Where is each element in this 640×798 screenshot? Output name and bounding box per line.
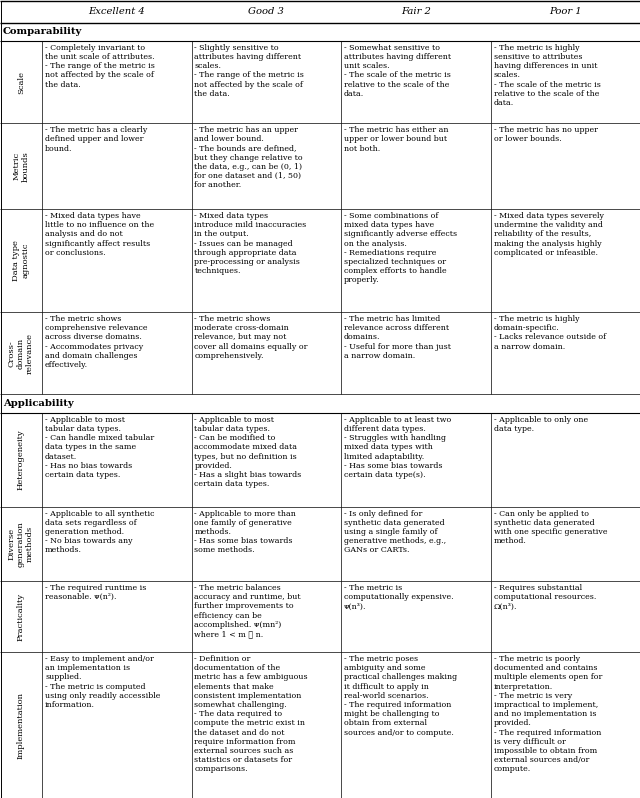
Text: - Somewhat sensitive to
attributes having different
unit scales.
- The scale of : - Somewhat sensitive to attributes havin…: [344, 44, 451, 98]
Text: - Mixed data types
introduce mild inaccuracies
in the output.
- Issues can be ma: - Mixed data types introduce mild inaccu…: [195, 212, 307, 275]
Text: - The metric shows
comprehensive relevance
across diverse domains.
- Accommodate: - The metric shows comprehensive relevan…: [45, 315, 147, 369]
Text: Diverse
generation
methods: Diverse generation methods: [8, 521, 34, 567]
Text: - The metric poses
ambiguity and some
practical challenges making
it difficult t: - The metric poses ambiguity and some pr…: [344, 655, 457, 737]
Text: - Definition or
documentation of the
metric has a few ambiguous
elements that ma: - Definition or documentation of the met…: [195, 655, 308, 773]
Text: - Requires substantial
computational resources.
Ω(n³).: - Requires substantial computational res…: [493, 584, 596, 610]
Text: - The metric has an upper
and lower bound.
- The bounds are defined,
but they ch: - The metric has an upper and lower boun…: [195, 126, 303, 189]
Text: Practicality: Practicality: [17, 592, 25, 641]
Text: - Applicable to most
tabular data types.
- Can be modified to
accommodate mixed : - Applicable to most tabular data types.…: [195, 416, 301, 488]
Text: - Mixed data types severely
undermine the validity and
reliability of the result: - Mixed data types severely undermine th…: [493, 212, 604, 257]
Text: - Slightly sensitive to
attributes having different
scales.
- The range of the m: - Slightly sensitive to attributes havin…: [195, 44, 305, 98]
Text: - The metric has no upper
or lower bounds.: - The metric has no upper or lower bound…: [493, 126, 598, 144]
Text: Heterogeneity: Heterogeneity: [17, 429, 25, 490]
Text: - The metric is highly
sensitive to attributes
having differences in unit
scales: - The metric is highly sensitive to attr…: [493, 44, 600, 107]
Text: - The required runtime is
reasonable. ᴪ(n²).: - The required runtime is reasonable. ᴪ(…: [45, 584, 147, 601]
Text: Implementation: Implementation: [17, 692, 25, 759]
Text: Poor 1: Poor 1: [549, 7, 582, 16]
Text: - Can only be applied to
synthetic data generated
with one specific generative
m: - Can only be applied to synthetic data …: [493, 510, 607, 545]
Text: Fair 2: Fair 2: [401, 7, 431, 16]
Text: Data type
agnostic: Data type agnostic: [12, 240, 29, 281]
Text: - Applicable to only one
data type.: - Applicable to only one data type.: [493, 416, 588, 433]
Text: - Easy to implement and/or
an implementation is
supplied.
- The metric is comput: - Easy to implement and/or an implementa…: [45, 655, 161, 709]
Text: - The metric shows
moderate cross-domain
relevance, but may not
cover all domain: - The metric shows moderate cross-domain…: [195, 315, 308, 360]
Text: - The metric balances
accuracy and runtime, but
further improvements to
efficien: - The metric balances accuracy and runti…: [195, 584, 301, 638]
Text: - The metric has a clearly
defined upper and lower
bound.: - The metric has a clearly defined upper…: [45, 126, 147, 152]
Text: - The metric has either an
upper or lower bound but
not both.: - The metric has either an upper or lowe…: [344, 126, 449, 152]
Text: - Completely invariant to
the unit scale of attributes.
- The range of the metri: - Completely invariant to the unit scale…: [45, 44, 155, 89]
Text: Scale: Scale: [17, 70, 25, 93]
Text: Cross-
domain
relevance: Cross- domain relevance: [8, 333, 34, 373]
Text: Applicability: Applicability: [3, 399, 74, 408]
Text: - Applicable to at least two
different data types.
- Struggles with handling
mix: - Applicable to at least two different d…: [344, 416, 451, 479]
Text: - Applicable to most
tabular data types.
- Can handle mixed tabular
data types i: - Applicable to most tabular data types.…: [45, 416, 154, 479]
Text: - The metric has limited
relevance across different
domains.
- Useful for more t: - The metric has limited relevance acros…: [344, 315, 451, 360]
Text: Good 3: Good 3: [248, 7, 284, 16]
Text: - Mixed data types have
little to no influence on the
analysis and do not
signif: - Mixed data types have little to no inf…: [45, 212, 154, 257]
Text: - Applicable to more than
one family of generative
methods.
- Has some bias towa: - Applicable to more than one family of …: [195, 510, 296, 555]
Text: Comparability: Comparability: [3, 27, 83, 36]
Text: - The metric is poorly
documented and contains
multiple elements open for
interp: - The metric is poorly documented and co…: [493, 655, 602, 773]
Text: - Some combinations of
mixed data types have
significantly adverse effects
on th: - Some combinations of mixed data types …: [344, 212, 457, 284]
Text: - Applicable to all synthetic
data sets regardless of
generation method.
- No bi: - Applicable to all synthetic data sets …: [45, 510, 154, 555]
Text: Metric
bounds: Metric bounds: [12, 151, 29, 181]
Text: - The metric is
computationally expensive.
ᴪ(n³).: - The metric is computationally expensiv…: [344, 584, 454, 610]
Text: - Is only defined for
synthetic data generated
using a single family of
generati: - Is only defined for synthetic data gen…: [344, 510, 446, 555]
Text: Excellent 4: Excellent 4: [88, 7, 145, 16]
Text: - The metric is highly
domain-specific.
- Lacks relevance outside of
a narrow do: - The metric is highly domain-specific. …: [493, 315, 605, 350]
